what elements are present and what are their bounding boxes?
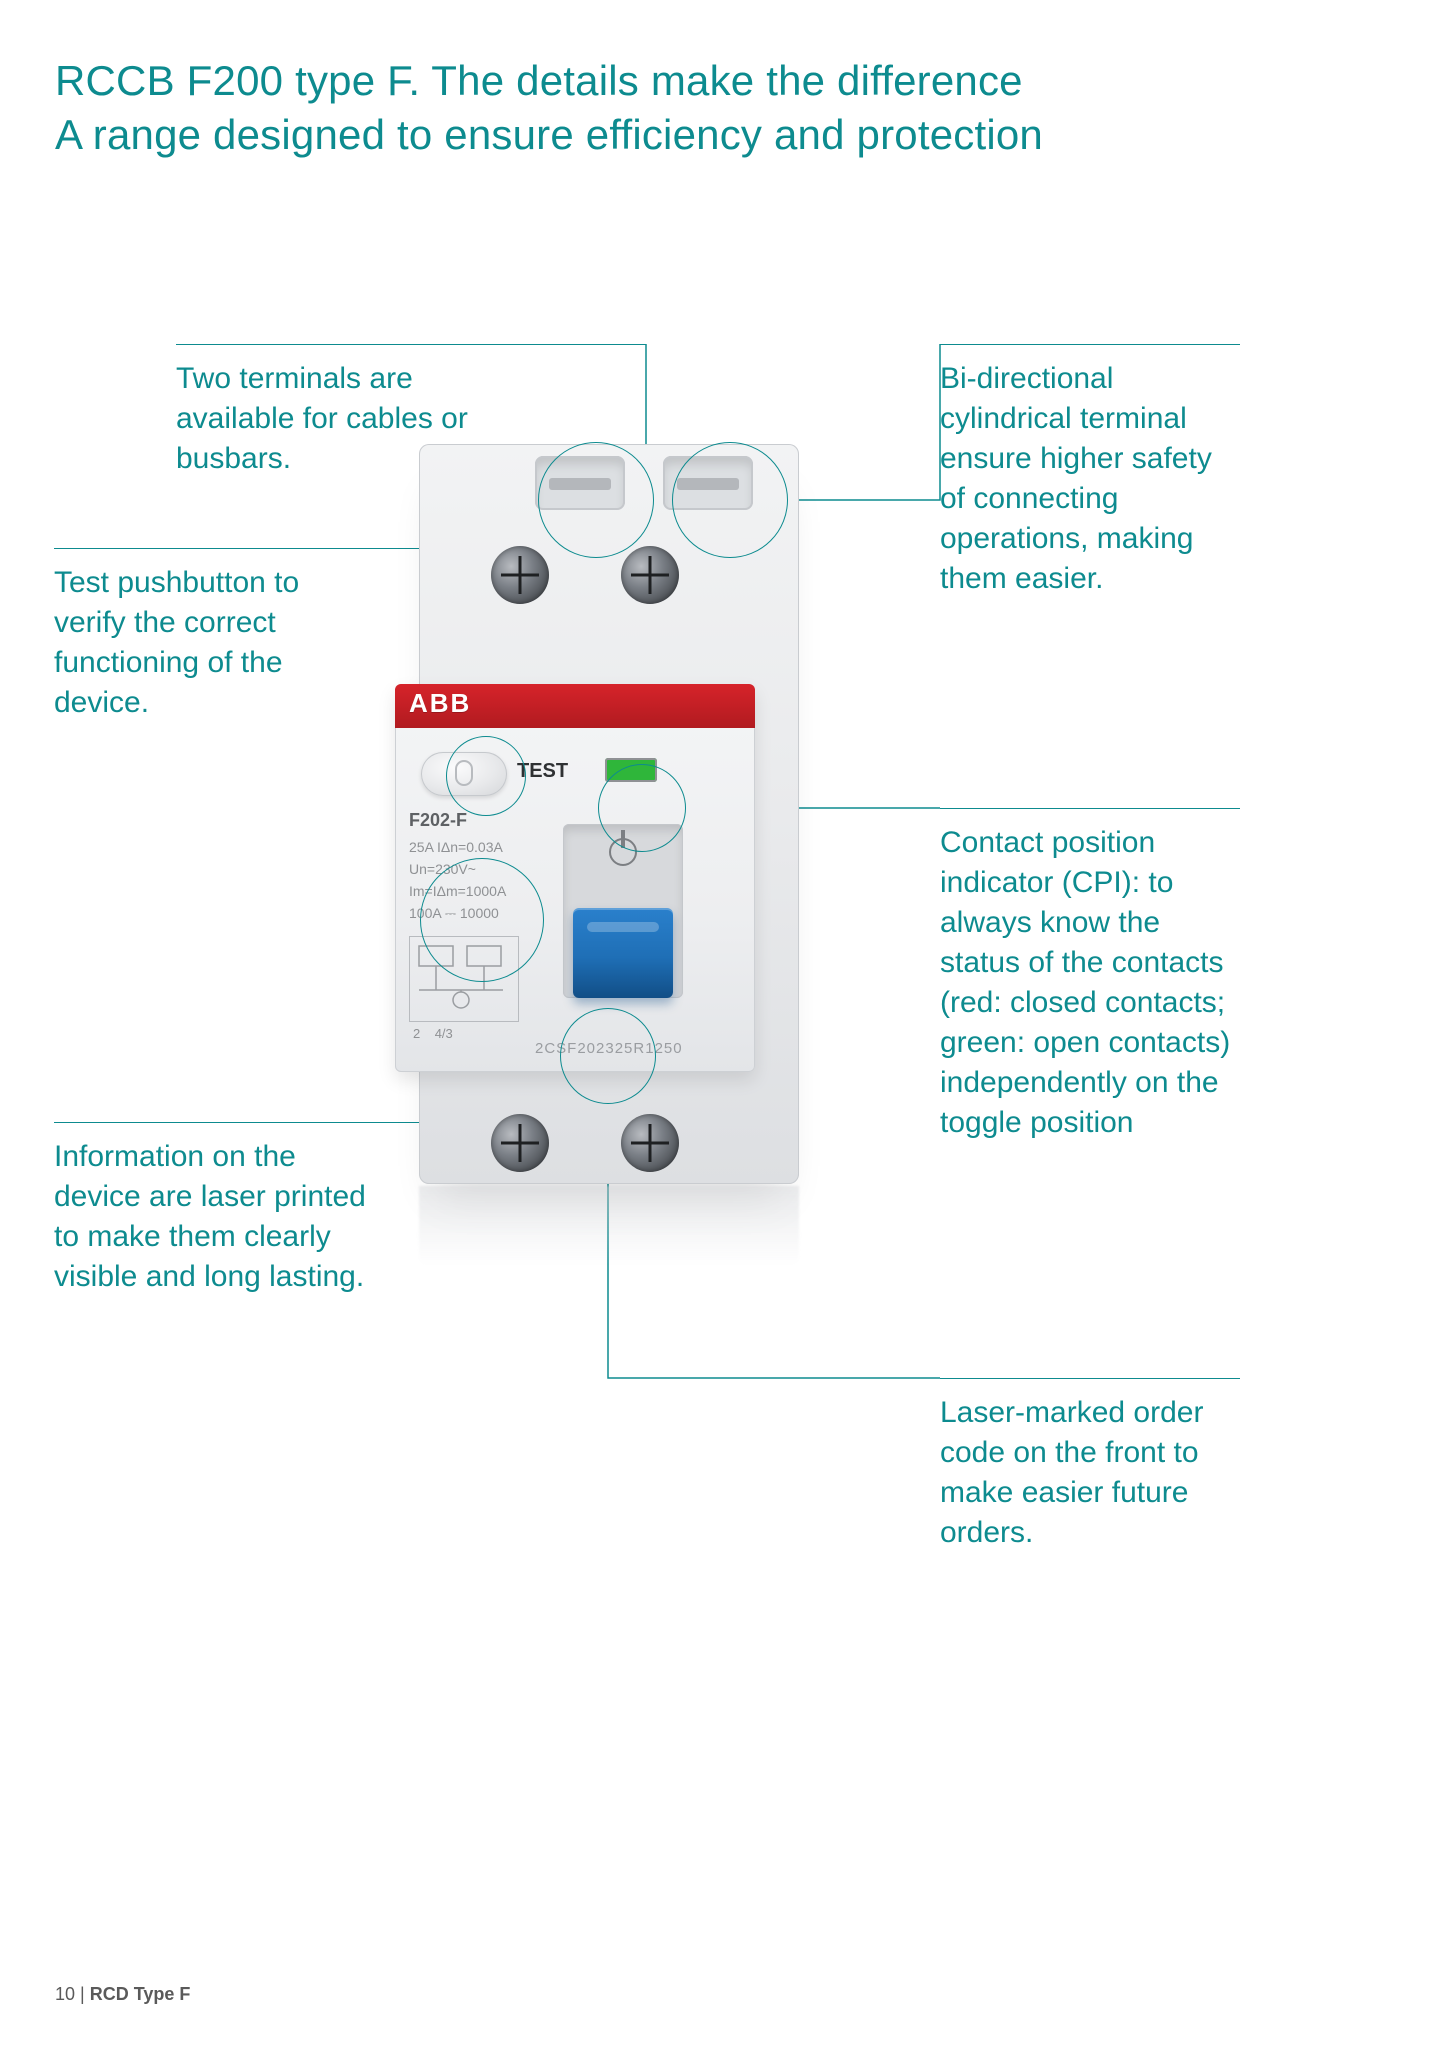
title-line-2: A range designed to ensure efficiency an… [55,108,1043,162]
page-title: RCCB F200 type F. The details make the d… [55,54,1043,162]
doc-title: RCD Type F [90,1984,191,2004]
title-line-1: RCCB F200 type F. The details make the d… [55,54,1043,108]
terminal-left-circle [538,442,654,558]
brand-logo: ABB [409,688,471,719]
callout-text: Test pushbutton to verify the correct fu… [54,563,354,723]
ratings-line: 25A IΔn=0.03A [409,836,569,858]
page-number: 10 [55,1984,75,2004]
test-button-circle [446,736,526,816]
page-footer: 10 | RCD Type F [55,1984,190,2005]
reflection [419,1186,799,1266]
model-label: F202-F [409,810,467,831]
rule [940,344,1240,345]
callout-bottom-right: Laser-marked order code on the front to … [940,1378,1240,1553]
info-area-circle [420,858,544,982]
screw-top-right [621,546,679,604]
screw-top-left [491,546,549,604]
terminal-right-circle [672,442,788,558]
cpi-circle [598,764,686,852]
callout-text: Information on the device are laser prin… [54,1137,374,1297]
toggle-ridge [587,922,659,932]
screw-bottom-right [621,1114,679,1172]
footer-sep: | [75,1984,90,2004]
callout-text: Laser-marked order code on the front to … [940,1393,1240,1553]
rule [940,1378,1240,1379]
callout-text: Bi-directional cylindrical terminal ensu… [940,359,1240,599]
terminal-mark-bottom: 2 4/3 [413,1026,453,1041]
rule [940,808,1240,809]
callout-text: Contact position indicator (CPI): to alw… [940,823,1240,1143]
screw-bottom-left [491,1114,549,1172]
order-code-circle [560,1008,656,1104]
callout-mid-right: Contact position indicator (CPI): to alw… [940,808,1240,1143]
callout-top-right: Bi-directional cylindrical terminal ensu… [940,344,1240,599]
rule [176,344,646,345]
device-illustration: ABB TEST F202-F 25A IΔn=0.03A Un=230V~ I… [395,438,825,1278]
